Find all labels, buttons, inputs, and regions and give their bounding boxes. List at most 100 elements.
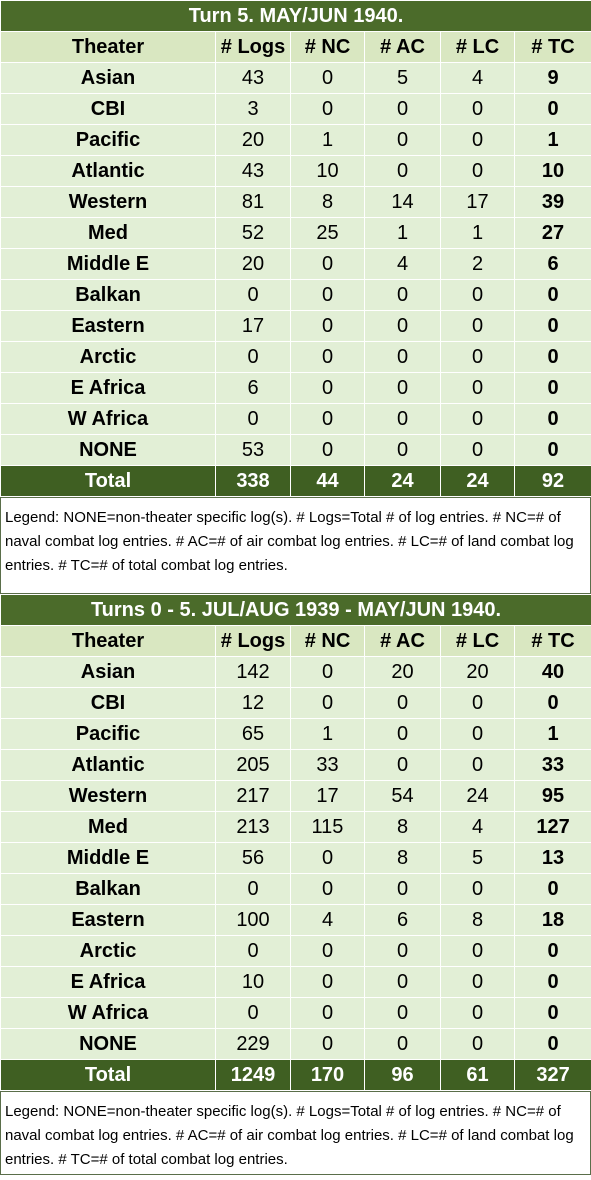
value-cell: 0 (364, 372, 441, 404)
theater-cell: Middle E (0, 248, 216, 280)
value-cell: 0 (364, 966, 441, 998)
value-cell: 0 (290, 842, 365, 874)
value-cell: 18 (513, 904, 591, 936)
total-label: Total (0, 465, 216, 497)
value-cell: 24 (440, 780, 515, 812)
value-cell: 0 (440, 935, 515, 967)
value-cell: 17 (290, 780, 365, 812)
value-cell: 100 (215, 904, 291, 936)
theater-cell: CBI (0, 687, 216, 719)
value-cell: 20 (215, 124, 291, 156)
value-cell: 0 (290, 873, 365, 905)
value-cell: 8 (290, 186, 365, 218)
value-cell: 0 (440, 718, 515, 750)
total-value: 61 (440, 1059, 515, 1091)
value-cell: 8 (364, 842, 441, 874)
value-cell: 0 (440, 124, 515, 156)
table-row: CBI 12 0 0 0 0 (0, 687, 591, 719)
theater-cell: CBI (0, 93, 216, 125)
theater-cell: Asian (0, 656, 216, 688)
table-title: Turns 0 - 5. JUL/AUG 1939 - MAY/JUN 1940… (0, 594, 591, 626)
value-cell: 229 (215, 1028, 291, 1060)
value-cell: 0 (364, 124, 441, 156)
table-row: Western 217 17 54 24 95 (0, 780, 591, 812)
table-row: Western 81 8 14 17 39 (0, 186, 591, 218)
value-cell: 17 (215, 310, 291, 342)
value-cell: 6 (514, 248, 591, 280)
column-header: # TC (513, 625, 591, 657)
value-cell: 0 (290, 279, 365, 311)
value-cell: 3 (215, 93, 291, 125)
table-row: Pacific 65 1 0 0 1 (0, 718, 591, 750)
theater-cell: Western (0, 780, 216, 812)
table-row: Middle E 20 0 4 2 6 (0, 248, 591, 280)
table-row: W Africa 0 0 0 0 0 (0, 997, 591, 1029)
summary-block-1: Turn 5. MAY/JUN 1940. Theater # Logs # NC # … (0, 0, 591, 594)
value-cell: 17 (440, 186, 515, 218)
column-header: Theater (0, 31, 216, 63)
value-cell: 205 (215, 749, 291, 781)
theater-cell: E Africa (0, 372, 216, 404)
value-cell: 33 (290, 749, 365, 781)
theater-cell: Pacific (0, 124, 216, 156)
value-cell: 13 (513, 842, 591, 874)
value-cell: 4 (440, 811, 515, 843)
value-cell: 0 (290, 62, 365, 94)
column-header: # Logs (215, 625, 291, 657)
column-header: # AC (364, 31, 441, 63)
value-cell: 0 (364, 687, 441, 719)
value-cell: 0 (290, 997, 365, 1029)
table-row: Med 213 115 8 4 127 (0, 811, 591, 843)
value-cell: 127 (513, 811, 591, 843)
value-cell: 25 (290, 217, 365, 249)
value-cell: 95 (513, 780, 591, 812)
value-cell: 0 (364, 935, 441, 967)
value-cell: 0 (440, 873, 515, 905)
value-cell: 20 (215, 248, 291, 280)
value-cell: 0 (290, 1028, 365, 1060)
table-title: Turn 5. MAY/JUN 1940. (0, 0, 591, 32)
value-cell: 0 (440, 749, 515, 781)
value-cell: 0 (513, 966, 591, 998)
table-row: Pacific 20 1 0 0 1 (0, 124, 591, 156)
theater-cell: NONE (0, 434, 216, 466)
theater-cell: NONE (0, 1028, 216, 1060)
value-cell: 40 (513, 656, 591, 688)
value-cell: 10 (290, 155, 365, 187)
column-header: # NC (290, 31, 365, 63)
value-cell: 1 (440, 217, 515, 249)
value-cell: 14 (364, 186, 441, 218)
value-cell: 0 (290, 935, 365, 967)
value-cell: 53 (215, 434, 291, 466)
table-row: NONE 53 0 0 0 0 (0, 434, 591, 466)
table-row: Atlantic 43 10 0 0 10 (0, 155, 591, 187)
value-cell: 0 (440, 341, 515, 373)
value-cell: 0 (440, 966, 515, 998)
table-row: Balkan 0 0 0 0 0 (0, 279, 591, 311)
value-cell: 0 (513, 873, 591, 905)
summary-block-2: Turns 0 - 5. JUL/AUG 1939 - MAY/JUN 1940… (0, 594, 591, 1175)
value-cell: 213 (215, 811, 291, 843)
column-header: # AC (364, 625, 441, 657)
total-row: Total 1249 170 96 61 327 (0, 1059, 591, 1091)
value-cell: 0 (440, 155, 515, 187)
value-cell: 0 (440, 403, 515, 435)
value-cell: 6 (215, 372, 291, 404)
total-value: 327 (513, 1059, 591, 1091)
table-row: CBI 3 0 0 0 0 (0, 93, 591, 125)
header-row: Theater # Logs # NC # AC # LC # TC (0, 625, 591, 657)
value-cell: 0 (290, 372, 365, 404)
value-cell: 0 (513, 997, 591, 1029)
column-header: # TC (514, 31, 591, 63)
theater-cell: W Africa (0, 997, 216, 1029)
value-cell: 0 (440, 279, 515, 311)
value-cell: 0 (290, 656, 365, 688)
value-cell: 0 (514, 372, 591, 404)
value-cell: 5 (440, 842, 515, 874)
value-cell: 0 (290, 341, 365, 373)
value-cell: 81 (215, 186, 291, 218)
value-cell: 0 (215, 403, 291, 435)
value-cell: 0 (364, 310, 441, 342)
header-row: Theater # Logs # NC # AC # LC # TC (0, 31, 591, 63)
value-cell: 43 (215, 62, 291, 94)
